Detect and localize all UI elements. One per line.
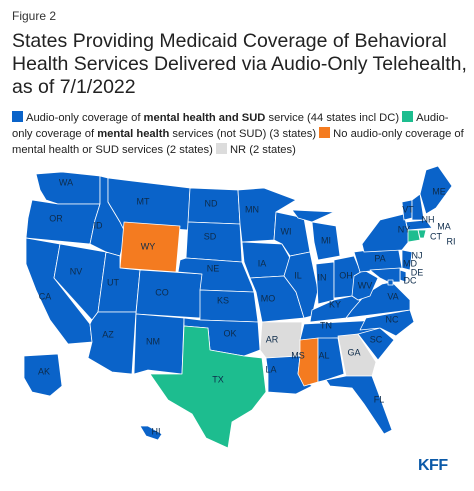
state-AL xyxy=(317,337,345,383)
state-label-WA: WA xyxy=(59,177,73,187)
state-label-MT: MT xyxy=(137,196,150,206)
state-NM xyxy=(133,313,185,375)
state-label-HI: HI xyxy=(152,426,161,436)
state-label-SC: SC xyxy=(370,334,383,344)
state-label-MO: MO xyxy=(261,293,276,303)
state-label-NH: NH xyxy=(422,214,435,224)
state-ME xyxy=(419,165,453,215)
state-label-AZ: AZ xyxy=(102,329,114,339)
state-label-WI: WI xyxy=(281,226,292,236)
state-SD xyxy=(185,221,243,263)
legend-swatch xyxy=(12,111,23,122)
state-label-LA: LA xyxy=(265,364,276,374)
state-MA xyxy=(405,219,433,231)
state-label-WV: WV xyxy=(358,280,373,290)
us-states-map: WA OR CA NV ID MT WY UT AZ CO NM ND SD N… xyxy=(23,165,456,449)
state-label-PA: PA xyxy=(374,253,385,263)
state-label-MI: MI xyxy=(321,235,331,245)
state-label-RI: RI xyxy=(447,236,456,246)
state-label-AR: AR xyxy=(266,334,279,344)
state-label-MA: MA xyxy=(437,221,451,231)
state-label-KS: KS xyxy=(217,295,229,305)
state-MS xyxy=(297,337,319,387)
state-label-KY: KY xyxy=(329,299,341,309)
state-AK xyxy=(23,353,63,397)
state-label-OK: OK xyxy=(223,328,236,338)
state-label-GA: GA xyxy=(347,347,360,357)
page-title: States Providing Medicaid Coverage of Be… xyxy=(12,30,467,98)
state-CO xyxy=(135,269,203,319)
legend-item-nr: NR (2 states) xyxy=(215,143,296,156)
state-label-NM: NM xyxy=(146,336,160,346)
state-label-UT: UT xyxy=(107,277,119,287)
state-label-AK: AK xyxy=(38,366,50,376)
state-label-ND: ND xyxy=(205,198,218,208)
state-label-VT: VT xyxy=(402,204,414,214)
state-label-OR: OR xyxy=(49,213,63,223)
legend-swatch xyxy=(319,127,331,138)
state-label-ME: ME xyxy=(432,186,446,196)
state-label-DE: DE xyxy=(411,267,424,277)
legend-item-mh-only: Audio-only coverage of mental health ser… xyxy=(12,111,449,140)
state-label-WY: WY xyxy=(141,241,156,251)
state-label-MN: MN xyxy=(245,204,259,214)
state-label-IN: IN xyxy=(318,272,327,282)
state-label-MD: MD xyxy=(403,258,417,268)
state-label-CA: CA xyxy=(39,291,52,301)
state-CT xyxy=(407,229,421,243)
state-label-SD: SD xyxy=(204,231,217,241)
state-label-TN: TN xyxy=(320,320,332,330)
state-TX xyxy=(149,325,267,449)
state-label-VA: VA xyxy=(387,291,398,301)
state-label-NJ: NJ xyxy=(412,250,423,260)
state-IN xyxy=(315,261,335,305)
state-label-CT: CT xyxy=(430,231,442,241)
state-SC xyxy=(357,327,395,361)
state-label-IL: IL xyxy=(294,270,302,280)
legend: Audio-only coverage of mental health and… xyxy=(12,110,467,158)
state-FL xyxy=(325,375,393,435)
kff-logo: KFF xyxy=(418,457,448,474)
legend-item-no-audio: No audio-only coverage of mental health … xyxy=(12,127,464,156)
state-label-IA: IA xyxy=(258,258,267,268)
state-label-MS: MS xyxy=(291,350,305,360)
state-label-AL: AL xyxy=(318,350,329,360)
state-AZ xyxy=(87,311,137,375)
state-OR xyxy=(25,199,101,245)
state-HI xyxy=(139,425,163,441)
legend-item-mh-sud: Audio-only coverage of mental health and… xyxy=(12,111,399,124)
legend-swatch xyxy=(402,111,414,122)
legend-swatch xyxy=(215,143,227,154)
state-label-OH: OH xyxy=(339,270,353,280)
state-NJ xyxy=(401,249,413,271)
state-label-FL: FL xyxy=(374,394,385,404)
figure-label: Figure 2 xyxy=(12,9,57,23)
state-label-NV: NV xyxy=(70,266,83,276)
state-MI xyxy=(291,209,341,261)
state-label-NY: NY xyxy=(398,224,411,234)
state-label-NC: NC xyxy=(386,314,399,324)
state-GA xyxy=(337,333,377,377)
state-label-NE: NE xyxy=(207,263,220,273)
state-label-CO: CO xyxy=(155,287,169,297)
state-MD xyxy=(369,267,401,283)
state-label-TX: TX xyxy=(212,374,224,384)
state-IL xyxy=(283,251,319,319)
state-label-ID: ID xyxy=(94,220,104,230)
state-DC xyxy=(387,279,394,286)
state-label-DC: DC xyxy=(404,275,417,285)
